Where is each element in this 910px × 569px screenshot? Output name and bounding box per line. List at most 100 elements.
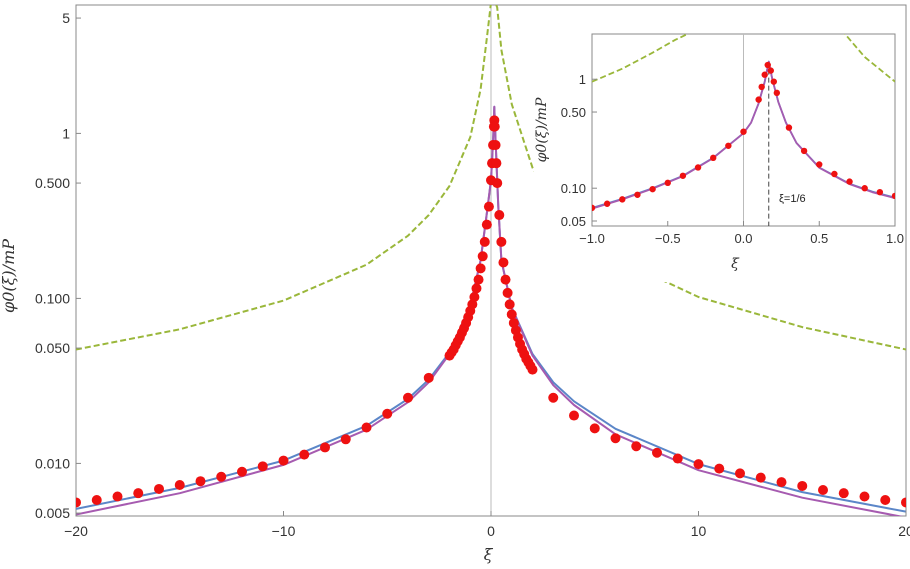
inset-data-point (679, 172, 687, 179)
main-data-point (506, 309, 517, 320)
main-data-point (320, 442, 330, 453)
main-series-group (76, 5, 906, 516)
main-data-point (483, 201, 494, 212)
main-data-point (901, 497, 906, 508)
main-data-point (838, 488, 849, 499)
main-data-point (469, 291, 480, 302)
main-data-point (479, 236, 490, 247)
inset-data-point (800, 147, 808, 155)
inset-plot-panel: −1.0 −0.5 0.0 0.5 1.0 0.050.100.501 ξ=1/6 ξ … (534, 20, 904, 282)
main-data-point (504, 299, 515, 310)
inset-data-point (816, 161, 823, 168)
inset-y-axis-label: φ0(ξ)/mP (534, 97, 550, 162)
main-data-point (340, 434, 351, 445)
main-data-point (475, 263, 486, 274)
inset-series-group (592, 34, 895, 212)
main-y-ticks: 0.005 0.010 0.050 0.100 0.500 1 5 (35, 10, 81, 521)
inset-data-point (592, 204, 596, 212)
main-data-point (382, 408, 393, 419)
inset-data-point (649, 185, 656, 193)
main-x-tick-label: 10 (691, 523, 707, 539)
main-x-tick-label: 0 (487, 523, 495, 539)
inset-data-point (758, 83, 765, 91)
inset-data-point (785, 124, 793, 131)
main-data-point (471, 283, 482, 294)
main-data-point (174, 479, 185, 490)
main-data-point (672, 453, 683, 464)
main-data-point (714, 463, 725, 474)
main-y-tick-label: 0.500 (35, 175, 70, 191)
main-data-point (481, 219, 492, 230)
inset-data-point (619, 196, 626, 203)
main-x-tick-label: −10 (272, 523, 296, 539)
main-data-point (797, 480, 808, 491)
inset-data-point (846, 178, 853, 185)
inset-x-tick-label: −0.5 (655, 231, 681, 246)
main-data-point (494, 210, 505, 221)
main-data-point (490, 140, 501, 151)
main-y-tick-label: 0.100 (35, 290, 70, 306)
inset-data-point (761, 71, 768, 78)
main-y-tick-label: 1 (62, 125, 70, 141)
main-data-point (91, 495, 102, 506)
main-y-axis-label: φ0(ξ)/mP (0, 239, 18, 313)
main-data-point (569, 410, 579, 421)
inset-y-tick-label: 0.10 (561, 181, 586, 196)
inset-data-point (767, 67, 774, 74)
main-data-point (112, 491, 123, 502)
main-data-point (527, 364, 538, 375)
main-data-point (652, 447, 662, 458)
inset-data-point (664, 179, 671, 187)
main-marker-series (76, 115, 906, 508)
main-x-axis-label: ξ (484, 545, 494, 564)
inset-series-line-dashed (592, 34, 895, 83)
inset-x-tick-label: 0.5 (810, 231, 828, 246)
main-data-point (589, 423, 600, 434)
inset-x-tick-label: 1.0 (886, 231, 904, 246)
inset-data-point (725, 142, 732, 149)
main-x-tick-label: 20 (898, 523, 910, 539)
main-data-point (216, 471, 227, 482)
main-data-point (610, 433, 621, 444)
main-data-point (237, 466, 247, 477)
inset-data-point (740, 128, 747, 135)
main-data-point (755, 472, 766, 483)
inset-y-ticks: 0.05 0.10 0.50 1 (561, 72, 597, 229)
inset-y-tick-label: 0.50 (561, 105, 586, 120)
inset-annotation: ξ=1/6 (779, 193, 806, 205)
main-y-tick-label: 0.005 (35, 505, 70, 521)
main-data-point (492, 178, 503, 189)
main-data-point (489, 121, 500, 132)
inset-data-point (831, 170, 838, 178)
main-data-point (473, 274, 484, 285)
inset-y-tick-label: 1 (579, 72, 586, 87)
inset-data-point (773, 89, 781, 97)
inset-data-point (770, 78, 777, 85)
inset-x-tick-label: 0.0 (734, 231, 752, 246)
inset-data-point (755, 96, 762, 103)
inset-data-point (764, 61, 771, 69)
main-y-tick-label: 5 (62, 10, 70, 26)
inset-background (534, 20, 902, 282)
inset-marker-series (592, 61, 895, 212)
main-data-point (299, 449, 310, 460)
main-data-point (548, 392, 559, 403)
main-data-point (76, 497, 81, 508)
inset-x-ticks: −1.0 −0.5 0.0 0.5 1.0 (579, 221, 904, 246)
inset-x-tick-label: −1.0 (579, 231, 605, 246)
inset-data-point (891, 192, 895, 200)
inset-data-point (876, 188, 884, 196)
main-data-point (278, 455, 289, 466)
main-data-point (776, 477, 787, 488)
main-y-tick-label: 0.010 (35, 455, 70, 471)
main-data-point (423, 372, 434, 383)
main-x-ticks: −20 −10 0 10 20 (64, 511, 910, 539)
main-data-point (502, 287, 513, 298)
inset-data-point (603, 200, 611, 207)
main-data-point (491, 158, 502, 169)
main-data-point (477, 251, 488, 262)
main-data-point (498, 257, 509, 268)
inset-series-line-solid (592, 60, 895, 210)
main-data-point (631, 441, 642, 452)
main-data-point (403, 392, 413, 403)
